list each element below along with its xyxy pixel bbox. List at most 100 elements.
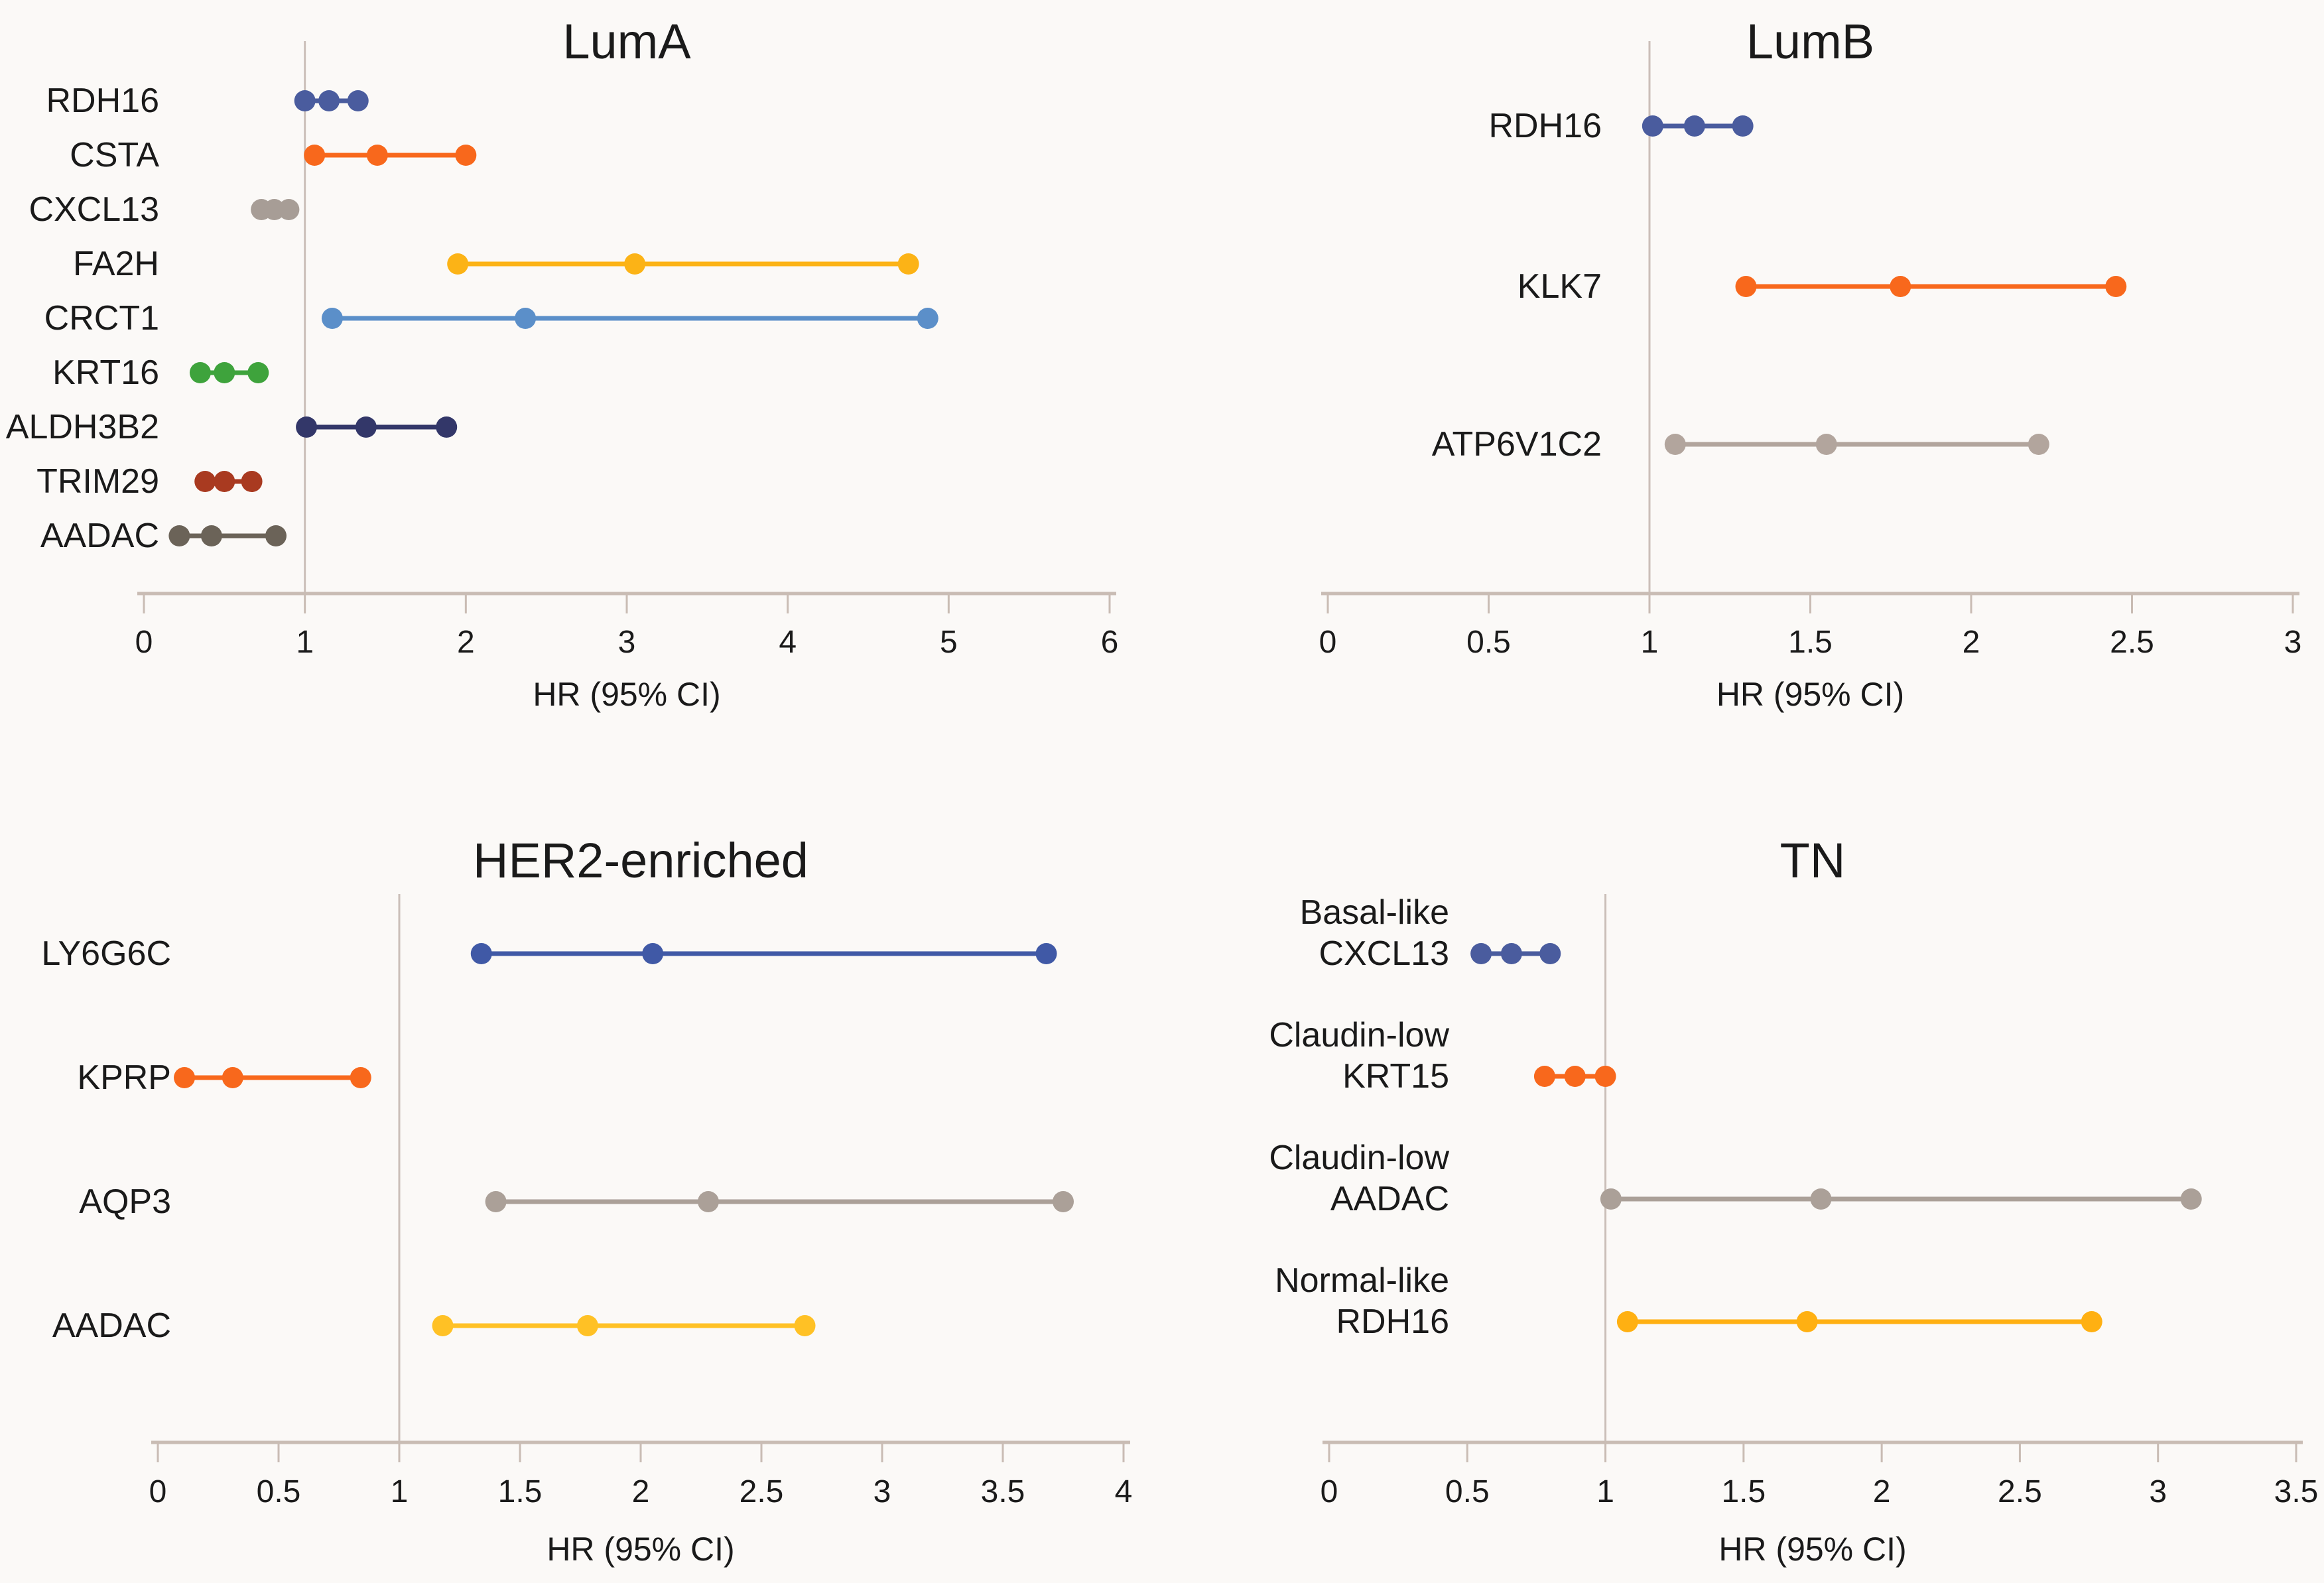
dot-high-AQP3 [1053, 1191, 1074, 1212]
row-label-FA2H: FA2H [73, 245, 159, 283]
forest-plot-her2-enriched: 0 0.5 1 1.5 2 2.5 3 3.5 4 HR (95% CI) HER2-enriche… [41, 833, 1132, 1568]
row-label-KLK7: KLK7 [1517, 267, 1602, 306]
x-tick-label: 2.5 [2110, 625, 2154, 660]
x-tick-label: 3 [2284, 625, 2302, 660]
dot-mid-ATP6V1C2 [1815, 434, 1837, 455]
dot-high-FA2H [897, 253, 919, 275]
dot-high-ATP6V1C2 [2028, 434, 2049, 455]
dot-mid-TRIM29 [214, 471, 235, 492]
x-tick-label: 1 [1641, 625, 1659, 660]
dot-mid-AADAC [576, 1315, 598, 1336]
row-label-AQP3: AQP3 [79, 1182, 171, 1221]
x-tick-label: 0.5 [1466, 625, 1511, 660]
dot-mid-RDH16 [1796, 1311, 1818, 1332]
dot-mid-KRT15 [1564, 1066, 1586, 1087]
dot-low-KLK7 [1735, 276, 1757, 297]
dot-high-KPRP [350, 1067, 371, 1088]
dot-low-AADAC [432, 1315, 454, 1336]
dot-mid-CXCL13 [1500, 943, 1522, 964]
forest-plot-luma: 0 1 2 3 4 5 6 HR (95% CI) LumA RDH16 CSTA CXCL13 FA2… [6, 14, 1119, 713]
dot-high-AADAC [265, 525, 287, 546]
x-tick-label: 3 [873, 1474, 891, 1509]
x-tick-label: 2 [457, 625, 475, 660]
x-tick-label: 3 [2149, 1474, 2167, 1509]
x-tick-label: 2 [1873, 1474, 1891, 1509]
dot-mid-AADAC [1810, 1188, 1832, 1210]
dot-mid-ALDH3B2 [355, 416, 377, 438]
dot-mid-KPRP [222, 1067, 243, 1088]
dot-low-RDH16 [294, 90, 316, 111]
x-tick-label: 3.5 [2274, 1474, 2319, 1509]
dot-low-CXCL13 [1470, 943, 1492, 964]
dot-low-AADAC [168, 525, 190, 546]
dot-low-ALDH3B2 [296, 416, 318, 438]
forest-plot-tn: 0 0.5 1 1.5 2 2.5 3 3.5HR (95% CI)TNBasal-likeC… [1269, 833, 2319, 1568]
row-sublabel-AADAC: Claudin-low [1269, 1139, 1449, 1177]
dot-mid-AQP3 [697, 1191, 719, 1212]
x-tick-label: 2 [1963, 625, 1980, 660]
panel-luma: 0 1 2 3 4 5 6 HR (95% CI) LumA RDH16 CSTA CXCL13 FA2… [0, 0, 1162, 791]
row-label-LY6G6C: LY6G6C [41, 934, 171, 973]
dot-low-TRIM29 [194, 471, 216, 492]
x-tick-label: 6 [1101, 625, 1119, 660]
dot-low-KRT15 [1533, 1066, 1555, 1087]
panel-lumb: 0 0.5 1 1.5 2 2.5 3 HR (95% CI) LumB RDH16 KLK7 ATP… [1162, 0, 2324, 791]
panel-her2-enriched: 0 0.5 1 1.5 2 2.5 3 3.5 4 HR (95% CI) HER2-enriche… [0, 791, 1162, 1583]
row-label-CXCL13: CXCL13 [29, 190, 159, 229]
x-tick-label: 1.5 [1721, 1474, 1766, 1509]
row-sublabel-CXCL13: Basal-like [1300, 893, 1449, 932]
dot-mid-KLK7 [1890, 276, 1911, 297]
forest-plot-lumb: 0 0.5 1 1.5 2 2.5 3 HR (95% CI) LumB RDH16 KLK7 ATP… [1319, 14, 2302, 713]
dot-mid-AADAC [200, 525, 222, 546]
dot-mid-FA2H [624, 253, 646, 275]
dot-low-FA2H [447, 253, 469, 275]
dot-mid-LY6G6C [642, 943, 664, 964]
row-sublabel-RDH16: Normal-like [1275, 1261, 1449, 1300]
row-label-AADAC: AADAC [52, 1306, 171, 1345]
x-axis-title: HR (95% CI) [1718, 1531, 1906, 1568]
dot-low-LY6G6C [470, 943, 492, 964]
x-tick-label: 1.5 [1788, 625, 1833, 660]
dot-high-LY6G6C [1035, 943, 1057, 964]
dot-low-RDH16 [1642, 115, 1663, 137]
x-tick-label: 1 [1596, 1474, 1614, 1509]
x-tick-label: 0.5 [1445, 1474, 1490, 1509]
panel-title: LumA [562, 14, 691, 69]
dot-low-RDH16 [1616, 1311, 1638, 1332]
dot-high-CSTA [455, 145, 477, 166]
row-label-RDH16: RDH16 [1489, 107, 1602, 145]
x-tick-label: 3 [618, 625, 636, 660]
dot-mid-CRCT1 [515, 308, 537, 329]
x-tick-label: 0 [1321, 1474, 1338, 1509]
row-label-KRT16: KRT16 [52, 353, 159, 392]
x-tick-label: 1 [296, 625, 314, 660]
dot-mid-RDH16 [1683, 115, 1705, 137]
dot-high-RDH16 [2081, 1311, 2102, 1332]
x-tick-label: 2.5 [740, 1474, 784, 1509]
x-axis-title: HR (95% CI) [1716, 676, 1904, 713]
x-tick-label: 2 [632, 1474, 650, 1509]
row-label-CXCL13: CXCL13 [1319, 934, 1449, 973]
dot-low-KPRP [174, 1067, 196, 1088]
row-sublabel-KRT15: Claudin-low [1269, 1016, 1449, 1054]
dot-low-AQP3 [485, 1191, 507, 1212]
row-label-TRIM29: TRIM29 [36, 462, 159, 501]
panel-title: TN [1780, 833, 1846, 888]
dot-mid-CSTA [366, 145, 388, 166]
dot-high-KRT15 [1594, 1066, 1616, 1087]
dot-low-KRT16 [189, 362, 211, 383]
dot-high-CRCT1 [917, 308, 938, 329]
panel-title: HER2-enriched [473, 833, 808, 888]
row-label-ALDH3B2: ALDH3B2 [6, 408, 159, 446]
row-label-AADAC: AADAC [1330, 1180, 1449, 1218]
row-label-CRCT1: CRCT1 [44, 299, 159, 338]
dot-low-AADAC [1600, 1188, 1622, 1210]
x-tick-label: 4 [779, 625, 797, 660]
row-label-KPRP: KPRP [77, 1058, 171, 1097]
dot-high-TRIM29 [241, 471, 263, 492]
dot-low-ATP6V1C2 [1664, 434, 1686, 455]
x-tick-label: 1 [391, 1474, 409, 1509]
x-axis-title: HR (95% CI) [547, 1531, 734, 1568]
dot-high-KLK7 [2105, 276, 2127, 297]
x-tick-label: 0 [149, 1474, 167, 1509]
